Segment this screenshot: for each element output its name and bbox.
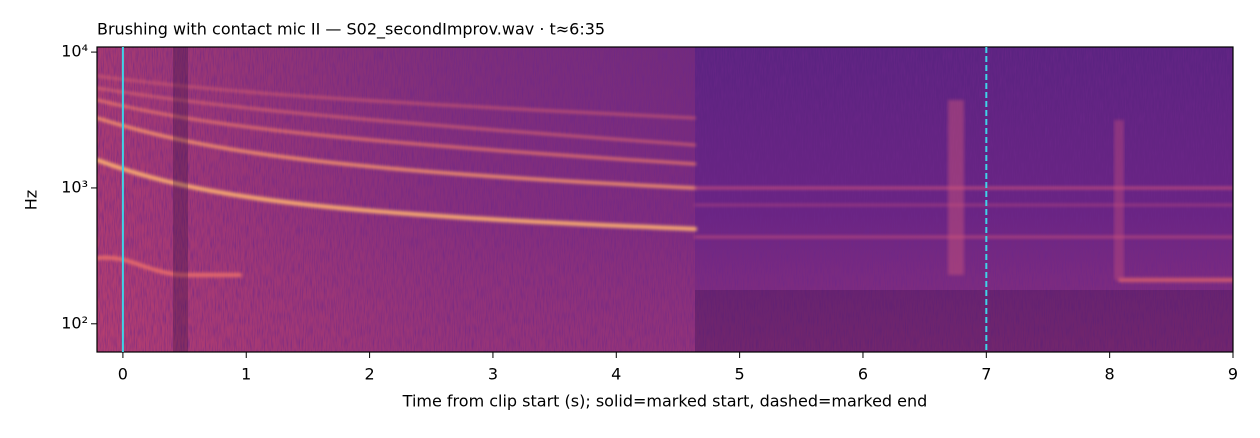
x-tick-label: 3 xyxy=(488,365,498,384)
x-tick-label: 4 xyxy=(611,365,621,384)
chart-title: Brushing with contact mic II — S02_secon… xyxy=(97,20,605,40)
x-tick-label: 7 xyxy=(981,365,991,384)
x-tick-label: 0 xyxy=(118,365,128,384)
x-tick-label: 1 xyxy=(241,365,251,384)
y-tick-label: 10² xyxy=(61,313,88,332)
x-tick-label: 2 xyxy=(364,365,374,384)
x-tick-label: 5 xyxy=(735,365,745,384)
x-tick-label: 8 xyxy=(1105,365,1115,384)
x-tick-label: 6 xyxy=(858,365,868,384)
x-tick-label: 9 xyxy=(1228,365,1238,384)
y-axis-label: Hz xyxy=(22,190,41,210)
spectrogram-image xyxy=(97,47,1233,352)
y-tick-label: 10⁴ xyxy=(61,42,88,61)
x-axis-label: Time from clip start (s); solid=marked s… xyxy=(402,392,928,411)
plot-frame xyxy=(96,46,1234,353)
y-tick-label: 10³ xyxy=(61,177,88,196)
